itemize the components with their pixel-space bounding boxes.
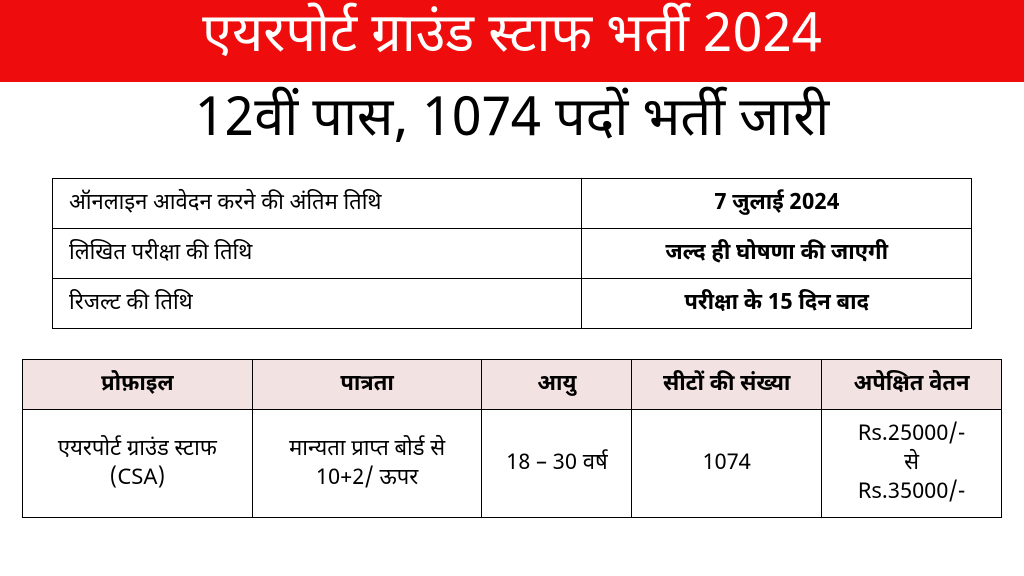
- dates-value: जल्द ही घोषणा की जाएगी: [582, 229, 972, 279]
- dates-row: रिजल्ट की तिथिपरीक्षा के 15 दिन बाद: [53, 279, 972, 329]
- dates-value: परीक्षा के 15 दिन बाद: [582, 279, 972, 329]
- details-header-cell: पात्रता: [252, 360, 482, 410]
- dates-row: ऑनलाइन आवेदन करने की अंतिम तिथि7 जुलाई 2…: [53, 179, 972, 229]
- subtitle-text: 12वीं पास, 1074 पदों भर्ती जारी: [195, 88, 830, 158]
- dates-row: लिखित परीक्षा की तिथिजल्द ही घोषणा की जा…: [53, 229, 972, 279]
- details-cell: एयरपोर्ट ग्राउंड स्टाफ (CSA): [23, 410, 253, 518]
- dates-value: 7 जुलाई 2024: [582, 179, 972, 229]
- dates-table: ऑनलाइन आवेदन करने की अंतिम तिथि7 जुलाई 2…: [52, 178, 972, 329]
- details-header-row: प्रोफ़ाइलपात्रताआयुसीटों की संख्याअपेक्ष…: [23, 360, 1002, 410]
- details-table-body: एयरपोर्ट ग्राउंड स्टाफ (CSA)मान्यता प्रा…: [23, 410, 1002, 518]
- details-cell: 18 – 30 वर्ष: [482, 410, 632, 518]
- details-cell: Rs.25000/-सेRs.35000/-: [822, 410, 1002, 518]
- dates-label: लिखित परीक्षा की तिथि: [53, 229, 582, 279]
- dates-label: रिजल्ट की तिथि: [53, 279, 582, 329]
- subtitle: 12वीं पास, 1074 पदों भर्ती जारी: [0, 82, 1024, 168]
- details-cell: मान्यता प्राप्त बोर्ड से10+2/ ऊपर: [252, 410, 482, 518]
- details-cell: 1074: [632, 410, 822, 518]
- details-table: प्रोफ़ाइलपात्रताआयुसीटों की संख्याअपेक्ष…: [22, 359, 1002, 518]
- dates-table-body: ऑनलाइन आवेदन करने की अंतिम तिथि7 जुलाई 2…: [53, 179, 972, 329]
- details-header-cell: सीटों की संख्या: [632, 360, 822, 410]
- details-row: एयरपोर्ट ग्राउंड स्टाफ (CSA)मान्यता प्रा…: [23, 410, 1002, 518]
- dates-label: ऑनलाइन आवेदन करने की अंतिम तिथि: [53, 179, 582, 229]
- details-header-cell: अपेक्षित वेतन: [822, 360, 1002, 410]
- details-header-cell: आयु: [482, 360, 632, 410]
- details-header-cell: प्रोफ़ाइल: [23, 360, 253, 410]
- banner-title: एयरपोर्ट ग्राउंड स्टाफ भर्ती 2024: [0, 0, 1024, 82]
- banner-text: एयरपोर्ट ग्राउंड स्टाफ भर्ती 2024: [202, 4, 822, 74]
